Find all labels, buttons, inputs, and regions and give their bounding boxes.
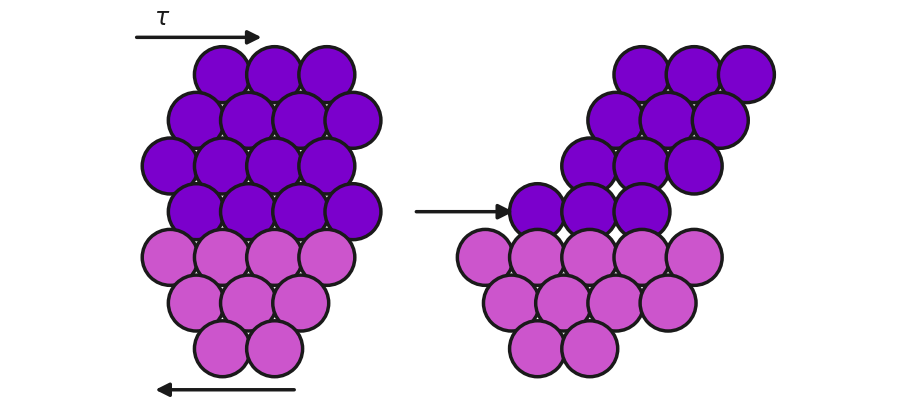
Circle shape [614,47,670,103]
Text: $\tau$: $\tau$ [154,7,170,30]
Circle shape [169,184,224,240]
Circle shape [484,275,539,331]
Circle shape [220,184,277,240]
Circle shape [562,138,618,194]
Circle shape [614,230,670,285]
Circle shape [194,47,251,103]
Circle shape [666,138,722,194]
Circle shape [272,92,329,148]
Circle shape [640,92,696,148]
Circle shape [614,184,670,240]
Circle shape [666,230,722,285]
Circle shape [247,47,302,103]
Circle shape [640,275,696,331]
Circle shape [169,92,224,148]
Circle shape [272,184,329,240]
Circle shape [299,138,354,194]
Circle shape [562,321,618,377]
Circle shape [247,138,302,194]
Circle shape [692,92,748,148]
Circle shape [299,230,354,285]
Circle shape [142,138,199,194]
Circle shape [169,275,224,331]
Circle shape [457,230,513,285]
Circle shape [220,275,277,331]
Circle shape [614,138,670,194]
Circle shape [509,184,566,240]
Circle shape [325,184,381,240]
Circle shape [562,184,618,240]
Circle shape [562,230,618,285]
Circle shape [588,92,644,148]
Circle shape [666,47,722,103]
Circle shape [509,230,566,285]
Circle shape [247,321,302,377]
Circle shape [536,275,591,331]
Circle shape [325,92,381,148]
Circle shape [194,138,251,194]
Circle shape [194,230,251,285]
Circle shape [247,230,302,285]
Circle shape [299,47,354,103]
Circle shape [142,230,199,285]
Circle shape [272,275,329,331]
Circle shape [588,275,644,331]
Circle shape [509,321,566,377]
Circle shape [719,47,774,103]
Circle shape [194,321,251,377]
Circle shape [220,92,277,148]
